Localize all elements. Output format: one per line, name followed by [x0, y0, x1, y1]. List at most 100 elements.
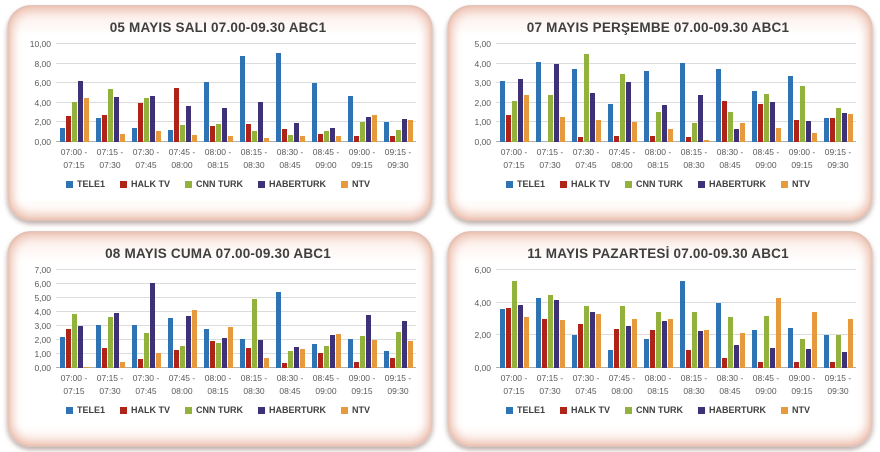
y-tick-label: 3,00 [474, 78, 491, 89]
legend-swatch-icon [341, 406, 348, 414]
x-tick-line: 07:30 - [132, 147, 160, 157]
bar-haberturk [185, 315, 191, 368]
x-tick-line: 08:15 - [680, 147, 708, 157]
x-tick-line: 09:00 - [348, 373, 376, 383]
bar-cnn-turk [835, 107, 841, 142]
bar-tele1 [715, 68, 721, 142]
x-tick-line: 07:45 [135, 160, 157, 170]
bar-cnn-turk [727, 111, 733, 142]
x-tick-label: 08:00 - 08:15 [640, 372, 676, 398]
x-tick-line: 07:30 [99, 160, 121, 170]
x-tick-line: 08:30 [243, 160, 265, 170]
bar-cnn-turk [511, 280, 517, 368]
bar-group [200, 270, 236, 368]
legend-item-tele1: TELE1 [65, 179, 105, 189]
bar-haberturk [697, 331, 703, 368]
x-tick-line: 07:30 - [572, 373, 600, 383]
bar-halk-tv [793, 120, 799, 142]
legend-label: HALK TV [131, 405, 170, 415]
x-tick-line: 09:00 - [348, 147, 376, 157]
bar-halk-tv [757, 103, 763, 142]
x-tick-line: 08:00 [611, 386, 633, 396]
x-tick-line: 09:00 [755, 386, 777, 396]
legend-label: HABERTURK [269, 179, 326, 189]
legend-label: TELE1 [516, 179, 545, 189]
bar-group [640, 270, 676, 368]
bar-tele1 [167, 318, 173, 368]
x-tick-label: 08:45 - 09:00 [748, 372, 784, 398]
x-axis-line [496, 367, 856, 368]
chart-card-07-mayis-persembe: 07 MAYIS PERŞEMBE 07.00-09.30 ABC1 0,00 1… [447, 5, 873, 221]
bar-halk-tv [757, 362, 763, 368]
bar-haberturk [733, 129, 739, 142]
x-tick-line: 07:30 [539, 160, 561, 170]
bar-tele1 [311, 83, 317, 142]
legend-item-cnn-turk: CNN TURK [625, 405, 683, 415]
y-tick-label: 0,00 [474, 363, 491, 373]
x-tick-line: 09:30 [827, 386, 849, 396]
gridline [496, 269, 856, 270]
x-tick-line: 09:15 [351, 160, 373, 170]
bar-group [496, 270, 532, 368]
gridline [56, 339, 416, 340]
x-tick-line: 08:15 [647, 160, 669, 170]
x-tick-label: 07:00 - 07:15 [56, 146, 92, 172]
y-tick-label: 0,00 [474, 137, 491, 147]
bar-tele1 [535, 297, 541, 368]
y-tick-label: 2,00 [474, 330, 491, 341]
legend-item-haberturk: HABERTURK [258, 405, 326, 415]
x-tick-label: 08:00 - 08:15 [200, 372, 236, 398]
bar-tele1 [347, 339, 353, 368]
bar-cnn-turk [71, 314, 77, 368]
x-tick-line: 08:30 [683, 386, 705, 396]
bar-halk-tv [245, 348, 251, 368]
legend-swatch-icon [505, 180, 513, 188]
bar-haberturk [769, 101, 775, 142]
legend-label: CNN TURK [636, 405, 683, 415]
x-tick-label: 09:15 - 09:30 [820, 372, 856, 398]
bar-haberturk [589, 93, 595, 142]
bar-haberturk [805, 121, 811, 142]
bar-halk-tv [685, 350, 691, 368]
bar-cnn-turk [359, 122, 365, 142]
gridline [496, 82, 856, 84]
x-tick-label: 08:15 - 08:30 [236, 146, 272, 172]
x-tick-label: 07:45 - 08:00 [604, 146, 640, 172]
x-axis-line [56, 141, 416, 142]
bar-haberturk [149, 95, 155, 142]
x-tick-line: 07:30 [539, 386, 561, 396]
bar-group [236, 44, 272, 142]
x-tick-label: 07:15 - 07:30 [532, 146, 568, 172]
bar-cnn-turk [619, 305, 625, 368]
x-tick-line: 07:00 - [500, 147, 528, 157]
x-tick-line: 08:00 - [204, 373, 232, 383]
bar-ntv [371, 114, 377, 142]
bar-haberturk [221, 337, 227, 368]
legend-label: NTV [792, 405, 810, 415]
x-tick-line: 08:15 - [240, 373, 268, 383]
bar-group [380, 270, 416, 368]
bar-halk-tv [245, 124, 251, 142]
bar-tele1 [571, 69, 577, 142]
legend-swatch-icon [65, 180, 73, 188]
y-tick-label: 6,00 [34, 279, 51, 289]
bar-group [164, 270, 200, 368]
x-tick-line: 08:30 - [276, 373, 304, 383]
bar-halk-tv [577, 137, 583, 142]
bar-tele1 [787, 327, 793, 368]
x-tick-label: 09:15 - 09:30 [820, 146, 856, 172]
bar-cnn-turk [71, 101, 77, 142]
bar-group [308, 270, 344, 368]
bar-ntv [667, 129, 673, 142]
bar-tele1 [499, 309, 505, 368]
bar-cnn-turk [835, 335, 841, 368]
legend-swatch-icon [185, 406, 192, 414]
bar-haberturk [589, 311, 595, 368]
bar-haberturk [329, 128, 335, 142]
x-tick-label: 08:45 - 09:00 [748, 146, 784, 172]
bar-ntv [523, 316, 529, 368]
bar-cnn-turk [583, 53, 589, 142]
bar-tele1 [751, 329, 757, 368]
x-tick-line: 07:15 - [96, 373, 124, 383]
gridline [56, 325, 416, 326]
